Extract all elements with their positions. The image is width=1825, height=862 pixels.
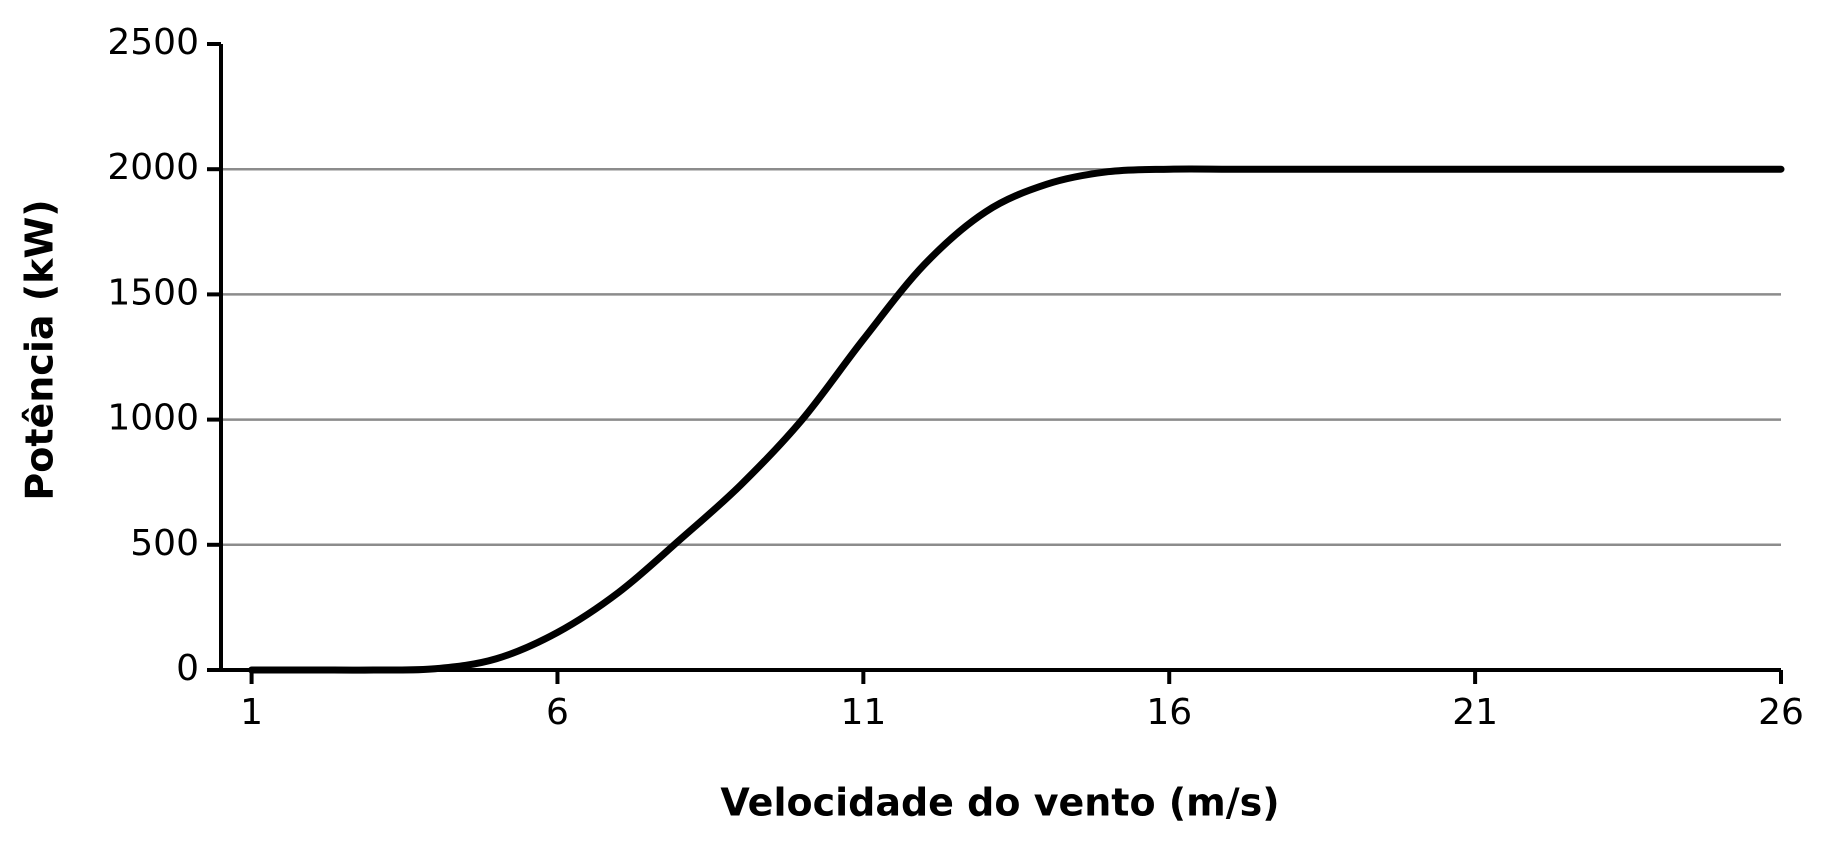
x-tick-label: 16 [1146,692,1192,733]
y-tick-label: 2000 [107,147,199,188]
y-tick-label: 2500 [107,22,199,63]
line [248,165,1785,674]
y-axis-title: Potência (kW) [18,199,62,500]
y-tick-label: 1500 [107,272,199,313]
x-axis-title: Velocidade do vento (m/s) [720,781,1279,825]
x-tick-label: 1 [240,692,263,733]
y-tick-label: 500 [130,523,199,564]
x-tick-label: 6 [546,692,569,733]
x-tick-label: 11 [840,692,886,733]
x-tick-label: 26 [1758,692,1804,733]
y-tick-label: 0 [176,648,199,689]
y-tick-label: 1000 [107,398,199,439]
x-tick-label: 21 [1452,692,1498,733]
